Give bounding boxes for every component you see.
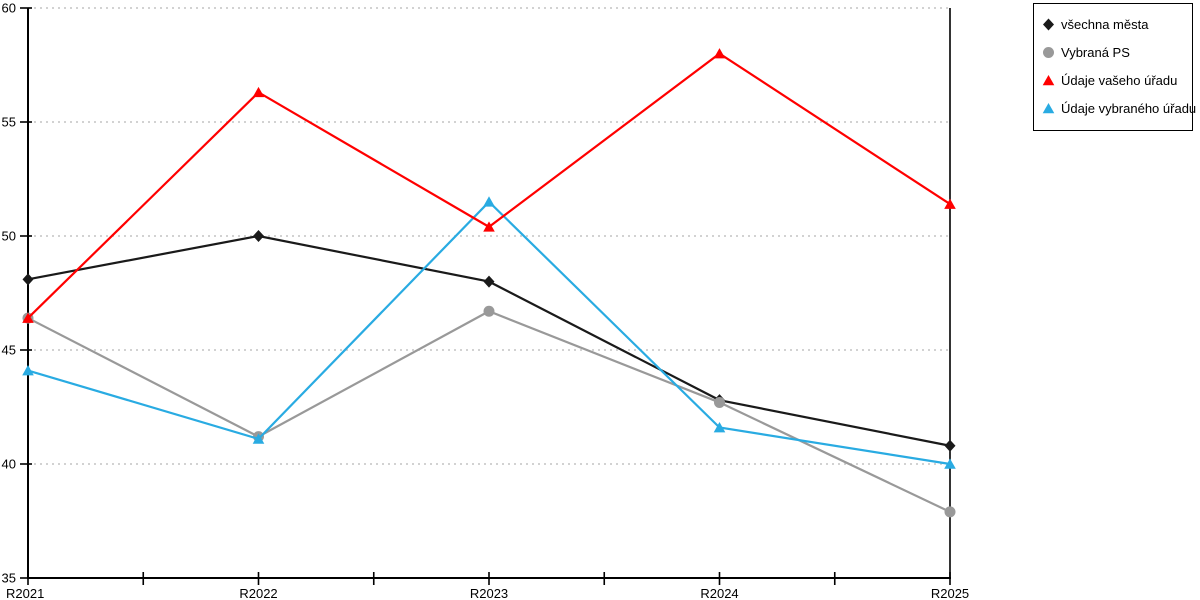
series-3-marker-R2023 xyxy=(483,196,495,207)
series-2-marker-R2023 xyxy=(483,221,495,232)
circle-glyph xyxy=(1043,46,1054,58)
triangle-marker-icon xyxy=(1042,102,1055,113)
y-tick-label-45: 45 xyxy=(2,343,16,358)
series-line-0 xyxy=(27,234,951,447)
legend-label: Údaje vybraného úřadu xyxy=(1061,100,1197,116)
legend-item-2: Údaje vašeho úřadu xyxy=(1042,66,1186,94)
y-tick-label-50: 50 xyxy=(2,229,16,244)
legend-label: Vybraná PS xyxy=(1061,44,1130,60)
y-tick-label-60: 60 xyxy=(2,1,16,16)
series-0-marker-R2023 xyxy=(483,275,495,288)
series-line-3 xyxy=(27,200,951,466)
y-tick-label-35: 35 xyxy=(2,571,16,586)
triangle-glyph xyxy=(1042,102,1055,113)
triangle-glyph xyxy=(1042,74,1055,85)
series-1-marker-R2023 xyxy=(483,305,495,317)
diamond-marker-icon xyxy=(1043,18,1054,30)
x-tick-label-R2021: R2021 xyxy=(6,586,44,600)
x-tick-label-R2025: R2025 xyxy=(931,586,969,600)
series-0-marker-R2022 xyxy=(253,230,264,242)
series-3-marker-R2025 xyxy=(944,458,956,469)
diamond-glyph xyxy=(1043,18,1054,30)
legend-item-0: všechna města xyxy=(1042,10,1186,38)
series-2-marker-R2022 xyxy=(252,86,265,98)
series-2-marker-R2024 xyxy=(713,48,726,59)
legend: všechna města Vybraná PS Údaje vašeho úřad… xyxy=(1033,3,1196,131)
x-tick-label-R2022: R2022 xyxy=(239,586,277,600)
series-3-marker-R2024 xyxy=(713,422,726,433)
legend-item-3: Údaje vybraného úřadu xyxy=(1042,94,1196,122)
series-0-marker-R2021 xyxy=(22,273,34,286)
x-tick-label-R2023: R2023 xyxy=(470,586,508,600)
legend-item-1: Vybraná PS xyxy=(1042,38,1186,66)
series-3-marker-R2022 xyxy=(252,433,265,444)
triangle-marker-icon xyxy=(1042,74,1055,85)
x-tick-label-R2024: R2024 xyxy=(700,586,738,600)
series-2-marker-R2021 xyxy=(22,312,34,323)
legend-label: všechna města xyxy=(1061,16,1149,32)
y-tick-label-40: 40 xyxy=(2,457,16,472)
series-3-marker-R2021 xyxy=(22,365,34,376)
legend-label: Údaje vašeho úřadu xyxy=(1061,72,1178,88)
series-2-marker-R2025 xyxy=(944,198,956,209)
series-1-marker-R2025 xyxy=(944,506,956,518)
circle-marker-icon xyxy=(1043,46,1054,58)
series-1-marker-R2024 xyxy=(714,396,725,408)
y-tick-label-55: 55 xyxy=(2,115,16,130)
series-0-marker-R2025 xyxy=(944,439,956,452)
